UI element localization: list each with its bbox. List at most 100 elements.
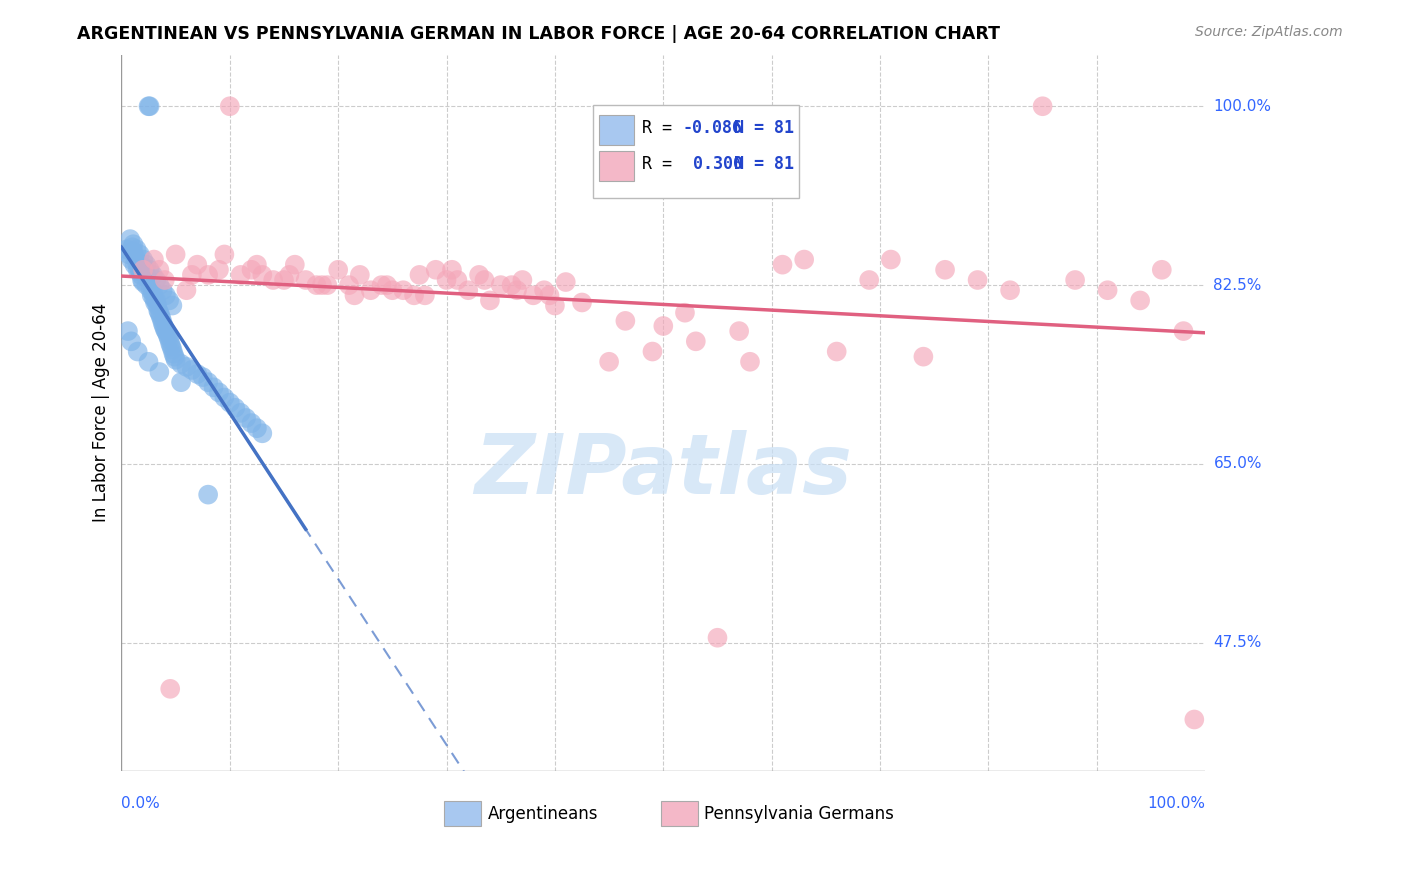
Point [202, 380, 225, 394]
Point [208, 385, 231, 400]
Point [880, 252, 903, 267]
Point [128, 247, 150, 261]
Point [120, 232, 142, 246]
Point [157, 332, 180, 346]
Text: 47.5%: 47.5% [1213, 635, 1261, 650]
Point [125, 243, 148, 257]
Point [571, 295, 593, 310]
Point [157, 329, 180, 343]
Point [337, 278, 360, 293]
Point [120, 334, 142, 349]
Point [673, 306, 696, 320]
Point [197, 375, 219, 389]
Point [176, 359, 198, 374]
Point [440, 262, 463, 277]
Point [186, 367, 208, 381]
Point [240, 262, 263, 277]
Point [152, 283, 174, 297]
Point [129, 268, 152, 282]
Point [149, 309, 172, 323]
Point [122, 237, 145, 252]
Point [446, 273, 468, 287]
Point [160, 339, 183, 353]
Point [143, 295, 166, 310]
Point [142, 268, 165, 282]
Text: Pennsylvania Germans: Pennsylvania Germans [704, 805, 894, 822]
FancyBboxPatch shape [593, 105, 799, 198]
Point [162, 299, 184, 313]
Point [156, 326, 179, 340]
Point [153, 322, 176, 336]
Y-axis label: In Labor Force | Age 20-64: In Labor Force | Age 20-64 [93, 303, 110, 523]
Point [208, 262, 231, 277]
Point [180, 363, 202, 377]
Point [124, 251, 146, 265]
Text: R =: R = [641, 155, 682, 173]
FancyBboxPatch shape [599, 151, 634, 181]
Point [1097, 283, 1119, 297]
Point [150, 311, 173, 326]
Point [1182, 713, 1205, 727]
Point [538, 288, 561, 302]
Point [165, 247, 187, 261]
Point [240, 416, 263, 430]
Point [966, 273, 988, 287]
Point [153, 273, 176, 287]
Point [489, 278, 512, 293]
Point [135, 258, 157, 272]
Point [165, 352, 187, 367]
Point [478, 293, 501, 308]
Point [506, 283, 529, 297]
Point [728, 324, 751, 338]
FancyBboxPatch shape [599, 115, 634, 145]
Text: 0.300: 0.300 [683, 155, 742, 173]
Point [218, 99, 240, 113]
Point [381, 283, 404, 297]
Point [273, 273, 295, 287]
Point [122, 244, 145, 259]
Point [457, 283, 479, 297]
Point [132, 252, 155, 267]
Point [155, 324, 177, 338]
Text: N = 81: N = 81 [734, 120, 794, 137]
Point [761, 140, 783, 154]
Point [392, 283, 415, 297]
Point [912, 350, 935, 364]
Text: Source: ZipAtlas.com: Source: ZipAtlas.com [1195, 25, 1343, 39]
Point [224, 401, 246, 415]
Point [370, 278, 392, 293]
Point [738, 355, 761, 369]
Point [468, 268, 491, 282]
Point [294, 273, 316, 287]
Text: ARGENTINEAN VS PENNSYLVANIA GERMAN IN LABOR FORCE | AGE 20-64 CORRELATION CHART: ARGENTINEAN VS PENNSYLVANIA GERMAN IN LA… [77, 25, 1000, 43]
Point [124, 258, 146, 272]
Point [544, 299, 567, 313]
Point [163, 350, 186, 364]
Point [162, 343, 184, 357]
Point [316, 278, 339, 293]
Point [197, 268, 219, 282]
Point [142, 292, 165, 306]
Point [252, 268, 274, 282]
Point [159, 336, 181, 351]
Point [252, 426, 274, 441]
Point [115, 243, 138, 257]
Text: 100.0%: 100.0% [1147, 796, 1205, 811]
Point [162, 346, 184, 360]
Point [180, 268, 202, 282]
Point [375, 278, 398, 293]
Point [128, 260, 150, 274]
Point [1032, 99, 1054, 113]
Point [139, 283, 162, 297]
Point [132, 275, 155, 289]
Point [138, 355, 160, 369]
Point [305, 278, 328, 293]
Point [148, 278, 170, 293]
Point [598, 355, 620, 369]
Point [142, 285, 165, 300]
Point [125, 254, 148, 268]
Point [772, 258, 794, 272]
Point [614, 314, 637, 328]
Point [136, 271, 159, 285]
FancyBboxPatch shape [444, 801, 481, 826]
